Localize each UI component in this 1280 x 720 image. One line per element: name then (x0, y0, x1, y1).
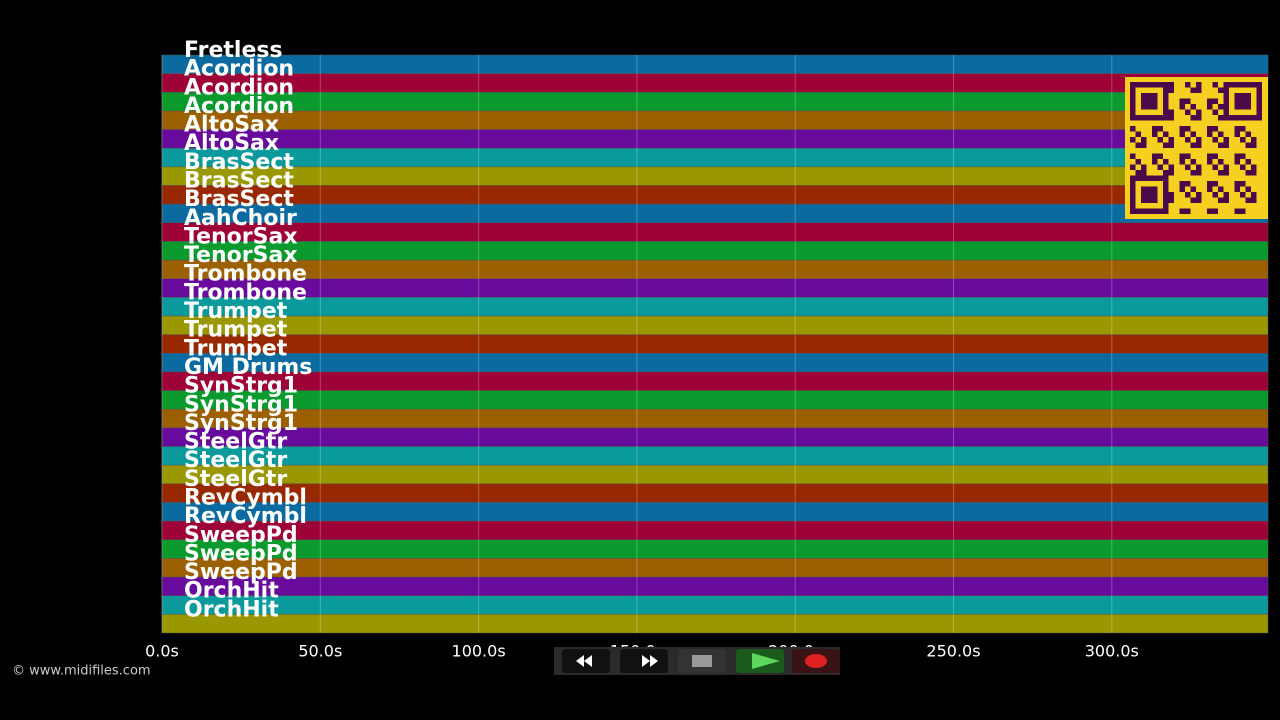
lane (161, 185, 1269, 205)
lane (161, 297, 1269, 317)
tick-label: 300.0s (1085, 642, 1139, 661)
credit: © www.midifiles.com (12, 664, 151, 679)
lane (161, 502, 1269, 522)
play-button[interactable] (736, 649, 784, 673)
track-label: SweepPd (184, 541, 298, 566)
lane (161, 558, 1269, 578)
track-label: Trumpet (184, 336, 288, 361)
lane (161, 539, 1269, 559)
track-label: BrasSect (184, 150, 294, 175)
lane (161, 222, 1269, 242)
track-label: RevCymbl (184, 485, 307, 510)
track-label: Acordion (184, 57, 294, 82)
lane (161, 464, 1269, 485)
record-button[interactable] (792, 649, 840, 673)
lane (161, 259, 1269, 279)
lane (161, 54, 1269, 74)
lane (161, 595, 1269, 615)
track-label: Acordion (184, 94, 294, 119)
track-label: SynStrg1 (184, 411, 298, 436)
tick-label: 250.0s (926, 642, 980, 661)
lane (161, 353, 1269, 373)
transport (554, 647, 840, 675)
tick-label: 100.0s (452, 642, 506, 661)
lane (161, 614, 1269, 634)
track-label: SynStrg1 (184, 392, 298, 417)
lane (161, 278, 1269, 298)
track-label: SteelGtr (184, 448, 287, 473)
lane (161, 166, 1269, 186)
track-label: SynStrg1 (184, 374, 298, 399)
track-label: Trumpet (184, 318, 288, 343)
track-label: AahChoir (184, 206, 297, 231)
rewind-button[interactable] (562, 649, 610, 673)
lane (161, 520, 1269, 541)
track-label: SweepPd (184, 560, 298, 585)
lane (161, 241, 1269, 261)
track-label: SteelGtr (184, 467, 287, 492)
track-label: RevCymbl (184, 504, 307, 529)
track-label: GM Drums (184, 355, 312, 380)
track-label: SweepPd (184, 523, 298, 548)
track-label: SteelGtr (184, 430, 287, 455)
qr-code (1125, 77, 1268, 219)
lane (161, 92, 1269, 112)
lane (161, 73, 1269, 93)
track-label: OrchHit (184, 579, 279, 604)
forward-button[interactable] (620, 649, 668, 673)
track-label: Acordion (184, 75, 294, 100)
lane (161, 390, 1269, 410)
lane (161, 334, 1269, 354)
track-label: Trombone (184, 262, 307, 287)
lanes (161, 54, 1269, 634)
track-label: BrasSect (184, 169, 294, 194)
track-label: OrchHit (184, 597, 279, 622)
lane (161, 147, 1269, 168)
track-label: Trumpet (184, 299, 288, 324)
lane (161, 129, 1269, 149)
lane (161, 427, 1269, 447)
stop-button[interactable] (678, 649, 726, 673)
lane (161, 576, 1269, 596)
lane (161, 203, 1269, 224)
lane (161, 371, 1269, 391)
track-label: Fretless (184, 38, 283, 63)
lane (161, 483, 1269, 503)
track-label: AltoSax (184, 113, 279, 138)
track-label: TenorSax (184, 243, 298, 268)
track-labels: FretlessAcordionAcordionAcordionAltoSaxA… (184, 38, 312, 622)
tick-label: 0.0s (145, 642, 179, 661)
track-label: BrasSect (184, 187, 294, 212)
track-label: TenorSax (184, 224, 298, 249)
track-label: AltoSax (184, 131, 279, 156)
lane (161, 446, 1269, 466)
tick-label: 50.0s (298, 642, 342, 661)
grid (161, 55, 1113, 633)
track-label: Trombone (184, 280, 307, 305)
lane (161, 110, 1269, 130)
lane (161, 315, 1269, 335)
lane (161, 409, 1269, 429)
